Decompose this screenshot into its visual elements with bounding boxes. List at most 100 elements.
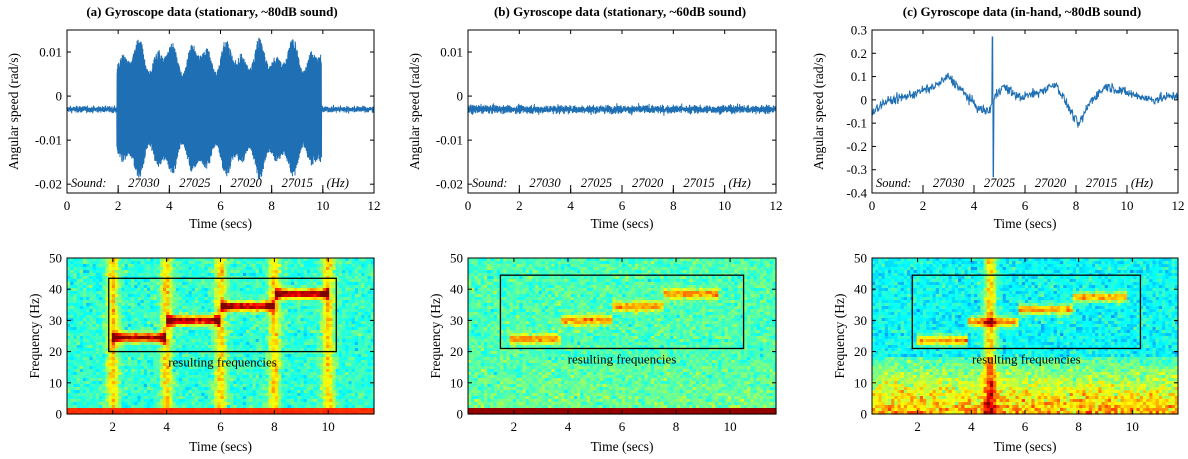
spectrogram-cell xyxy=(124,312,129,316)
spectrogram-cell xyxy=(358,276,362,280)
spectrogram-cell xyxy=(76,312,81,316)
spectrogram-cell xyxy=(249,285,254,289)
spectrogram-cell xyxy=(326,318,330,322)
spectrogram-cell xyxy=(361,324,366,328)
spectrogram-cell xyxy=(345,327,350,331)
spectrogram-cell xyxy=(354,345,359,349)
spectrogram-cell xyxy=(143,330,148,334)
spectrogram-cell xyxy=(335,282,340,286)
spectrogram-cell xyxy=(310,351,314,355)
spectrogram-cell xyxy=(303,321,308,325)
spectrogram-cell xyxy=(127,291,132,295)
spectrogram-cell xyxy=(156,318,161,322)
spectrogram-cell xyxy=(300,270,305,274)
spectrogram-cell xyxy=(175,321,180,325)
spectrogram-cell xyxy=(319,279,324,283)
spectrogram-cell xyxy=(217,288,222,292)
spectrogram-cell xyxy=(284,273,289,277)
spectrogram-cell xyxy=(201,297,206,301)
spectrogram-cell xyxy=(236,273,241,277)
spectrogram-cell xyxy=(194,306,199,310)
spectrogram-cell xyxy=(249,288,254,292)
spectrogram-cell xyxy=(236,264,241,268)
spectrogram-cell xyxy=(108,300,113,304)
spectrogram-cell xyxy=(294,300,298,304)
spectrogram-cell xyxy=(185,303,190,307)
spectrogram-cell xyxy=(162,339,167,343)
spectrogram-cell xyxy=(124,342,129,346)
spectrogram-cell xyxy=(274,315,279,319)
spectrogram-cell xyxy=(146,336,151,340)
spectrogram-cell xyxy=(188,315,193,319)
spectrogram-cell xyxy=(175,318,180,322)
spectrogram-cell xyxy=(239,318,244,322)
spectrogram-cell xyxy=(364,330,369,334)
spectrogram-cell xyxy=(175,354,180,358)
spectrogram-cell xyxy=(364,309,369,313)
spectrogram-cell xyxy=(178,303,183,307)
spectrogram-cell xyxy=(198,333,202,337)
spectrogram-cell xyxy=(134,336,138,340)
spectrogram-cell xyxy=(364,306,369,310)
spectrogram-cell xyxy=(130,324,135,328)
spectrogram-cell xyxy=(105,270,110,274)
spectrogram-cell xyxy=(239,297,244,301)
spectrogram-cell xyxy=(79,318,84,322)
spectrogram-cell xyxy=(70,282,74,286)
spectrogram-cell xyxy=(86,333,90,337)
spectrogram-cell xyxy=(310,345,314,349)
spectrogram-cell xyxy=(162,342,167,346)
spectrogram-cell xyxy=(361,321,366,325)
spectrogram-cell xyxy=(252,270,257,274)
spectrogram-cell xyxy=(345,285,350,289)
spectrogram-cell xyxy=(223,354,228,358)
spectrogram-cell xyxy=(98,318,103,322)
spectrogram-cell xyxy=(143,354,148,358)
spectrogram-cell xyxy=(226,261,231,265)
spectrogram-cell xyxy=(236,261,241,265)
spectrogram-cell xyxy=(185,285,190,289)
spectrogram-cell xyxy=(358,282,362,286)
spectrogram-cell xyxy=(284,258,289,262)
spectrogram-cell xyxy=(185,324,190,328)
spectrogram-cell xyxy=(364,318,369,322)
spectrogram-cell xyxy=(278,330,282,334)
spectrogram-cell xyxy=(290,294,295,298)
x-tick-label: 4 xyxy=(971,198,978,213)
spectrogram-cell xyxy=(137,321,142,325)
spectrogram-cell xyxy=(284,324,289,328)
spectrogram-cell xyxy=(303,306,308,310)
spectrogram-cell xyxy=(86,354,90,358)
spectrogram-cell xyxy=(255,285,260,289)
spectrogram-cell xyxy=(319,282,324,286)
spectrogram-cell xyxy=(342,279,346,283)
spectrogram-cell xyxy=(294,258,298,262)
spectrogram-cell xyxy=(246,345,250,349)
spectrogram-cell xyxy=(265,270,270,274)
spectrogram-cell xyxy=(274,258,279,262)
spectrogram-cell xyxy=(271,321,276,325)
spectrogram-cell xyxy=(76,270,81,274)
spectrogram-cell xyxy=(348,339,353,343)
spectrogram-cell xyxy=(316,288,321,292)
spectrogram-cell xyxy=(290,336,295,340)
spectrogram-cell xyxy=(300,264,305,268)
spectrogram-cell xyxy=(294,279,298,283)
spectrogram-cell xyxy=(306,339,311,343)
spectrogram-cell xyxy=(175,357,180,361)
spectrogram-cell xyxy=(134,267,138,271)
spectrogram-cell xyxy=(316,342,321,346)
spectrogram-cell xyxy=(338,306,343,310)
spectrogram-cell xyxy=(354,342,359,346)
spectrogram-cell xyxy=(358,294,362,298)
spectrogram-cell xyxy=(182,300,186,304)
spectrogram-cell xyxy=(146,321,151,325)
spectrogram-cell xyxy=(105,258,110,262)
spectrogram-cell xyxy=(297,306,302,310)
spectrogram-cell xyxy=(79,300,84,304)
spectrogram-cell xyxy=(191,273,196,277)
spectrogram-cell xyxy=(265,309,270,313)
spectrogram-cell xyxy=(306,261,311,265)
spectrogram-cell xyxy=(230,288,234,292)
spectrogram-cell xyxy=(111,303,116,307)
